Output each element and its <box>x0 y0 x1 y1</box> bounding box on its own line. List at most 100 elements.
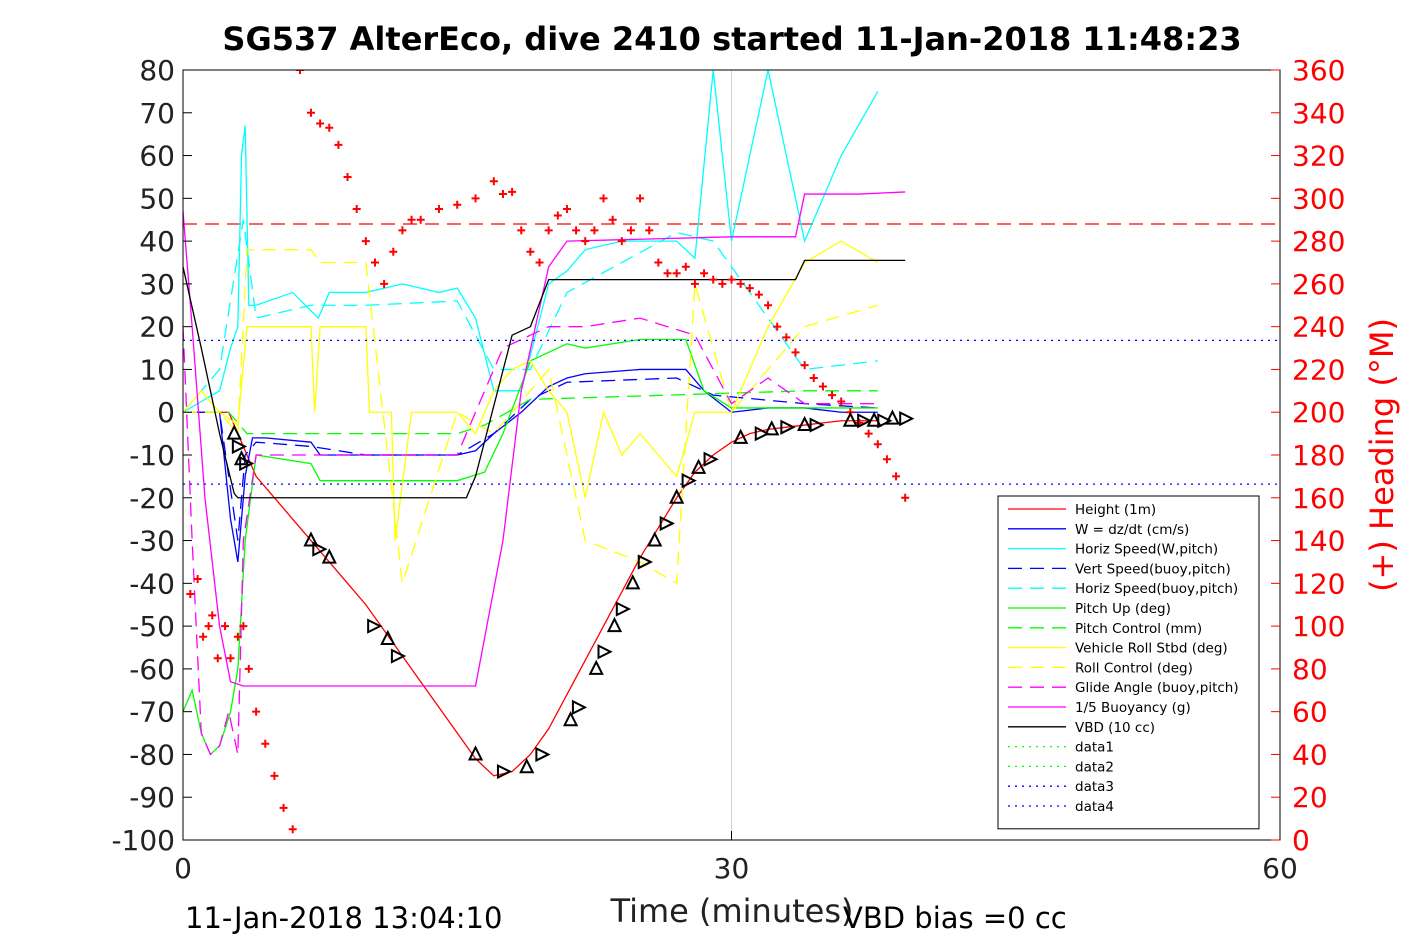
heading-point <box>407 215 416 224</box>
y-tick-label: 20 <box>139 311 175 344</box>
heading-point <box>828 391 837 400</box>
heading-point <box>700 269 709 278</box>
heading-point <box>270 771 279 780</box>
plot-clipped-group <box>183 70 1280 840</box>
heading-point <box>553 211 562 220</box>
heading-point <box>809 374 818 382</box>
y2-tick-label: 340 <box>1292 97 1345 130</box>
heading-point <box>226 654 235 663</box>
heading-point <box>754 290 763 299</box>
legend-label: Vert Speed(buoy,pitch) <box>1075 561 1231 577</box>
series-line-10 <box>183 191 906 687</box>
series-line-9 <box>183 317 878 756</box>
heading-point <box>526 247 535 256</box>
y-tick-label: 30 <box>139 268 175 301</box>
legend-label: 1/5 Buoyancy (g) <box>1075 700 1191 716</box>
heading-point <box>361 237 370 246</box>
footer-timestamp: 11-Jan-2018 13:04:10 <box>185 901 502 935</box>
waypoint-marker <box>899 411 915 427</box>
waypoint-marker <box>226 424 242 440</box>
legend-label: Pitch Control (mm) <box>1075 621 1202 637</box>
heading-point <box>535 258 544 267</box>
heading-point <box>718 279 727 288</box>
heading-point <box>239 622 248 631</box>
heading-point <box>690 279 699 288</box>
heading-point <box>617 237 626 246</box>
y-tick-label: -20 <box>129 482 175 515</box>
waypoint-marker <box>797 415 813 432</box>
legend-label: VBD (10 cc) <box>1075 720 1155 736</box>
heading-point <box>370 258 379 267</box>
waypoint-marker <box>764 420 780 436</box>
waypoint-marker <box>809 417 825 433</box>
waypoint-marker <box>588 659 604 675</box>
y2-tick-label: 60 <box>1292 696 1328 729</box>
y2-tick-label: 180 <box>1292 439 1345 472</box>
waypoint-marker <box>606 616 623 633</box>
heading-point <box>681 262 690 271</box>
legend-label: data2 <box>1075 759 1114 775</box>
y2-tick-label: 100 <box>1292 610 1345 643</box>
waypoint-marker <box>390 648 407 664</box>
heading-point <box>782 333 791 342</box>
y-tick-label: -90 <box>129 781 175 814</box>
heading-point <box>244 664 253 673</box>
waypoint-marker <box>842 411 858 427</box>
heading-point <box>213 654 222 663</box>
y-tick-label: 10 <box>139 353 175 386</box>
heading-point <box>581 237 590 246</box>
heading-point <box>334 140 343 149</box>
heading-point <box>736 279 745 288</box>
waypoint-marker <box>754 425 770 442</box>
y2-tick-label: 40 <box>1292 738 1328 771</box>
heading-point <box>380 279 389 288</box>
waypoint-marker <box>496 763 513 780</box>
heading-point <box>864 429 873 438</box>
waypoint-marker <box>321 548 337 564</box>
y2-tick-label: 360 <box>1292 54 1345 87</box>
series-line-7 <box>183 240 879 541</box>
x-tick-label: 30 <box>714 852 750 885</box>
legend-label: data1 <box>1075 740 1114 756</box>
heading-point <box>343 172 352 181</box>
heading-point <box>233 632 242 641</box>
legend-label: Vehicle Roll Stbd (deg) <box>1075 641 1228 657</box>
heading-point <box>837 397 846 406</box>
heading-point <box>663 269 672 278</box>
heading-point <box>389 247 398 256</box>
heading-point <box>599 194 608 203</box>
waypoint-marker <box>637 554 653 570</box>
y-tick-label: -40 <box>129 567 175 600</box>
heading-point <box>296 70 305 74</box>
waypoint-marker <box>519 758 535 774</box>
legend-label: data4 <box>1075 799 1114 815</box>
heading-point <box>791 348 800 357</box>
y2-tick-label: 300 <box>1292 182 1345 215</box>
heading-point <box>434 205 443 214</box>
y-tick-label: 80 <box>139 54 175 87</box>
heading-point <box>901 493 910 502</box>
heading-point <box>727 275 736 284</box>
y2-tick-label: 80 <box>1292 653 1328 686</box>
waypoint-marker <box>669 488 685 504</box>
heading-point <box>572 226 581 235</box>
waypoint-marker <box>884 409 901 425</box>
waypoint-marker <box>303 531 319 547</box>
x-tick-label: 60 <box>1262 852 1298 885</box>
y-tick-label: 50 <box>139 182 175 215</box>
waypoint-marker <box>690 458 707 474</box>
waypoint-marker <box>733 428 749 444</box>
heading-point <box>590 226 599 235</box>
heading-point <box>498 190 507 199</box>
legend-label: data3 <box>1075 779 1114 795</box>
plot-area <box>183 70 1280 840</box>
legend-label: W = dz/dt (cm/s) <box>1075 522 1189 538</box>
y-tick-label: -70 <box>129 696 175 729</box>
legend-label: Roll Control (deg) <box>1075 660 1193 676</box>
heading-point <box>193 575 202 584</box>
heading-point <box>672 269 681 278</box>
legend-label: Horiz Speed(W,pitch) <box>1075 542 1218 558</box>
heading-point <box>471 194 480 203</box>
heading-point <box>882 455 891 464</box>
